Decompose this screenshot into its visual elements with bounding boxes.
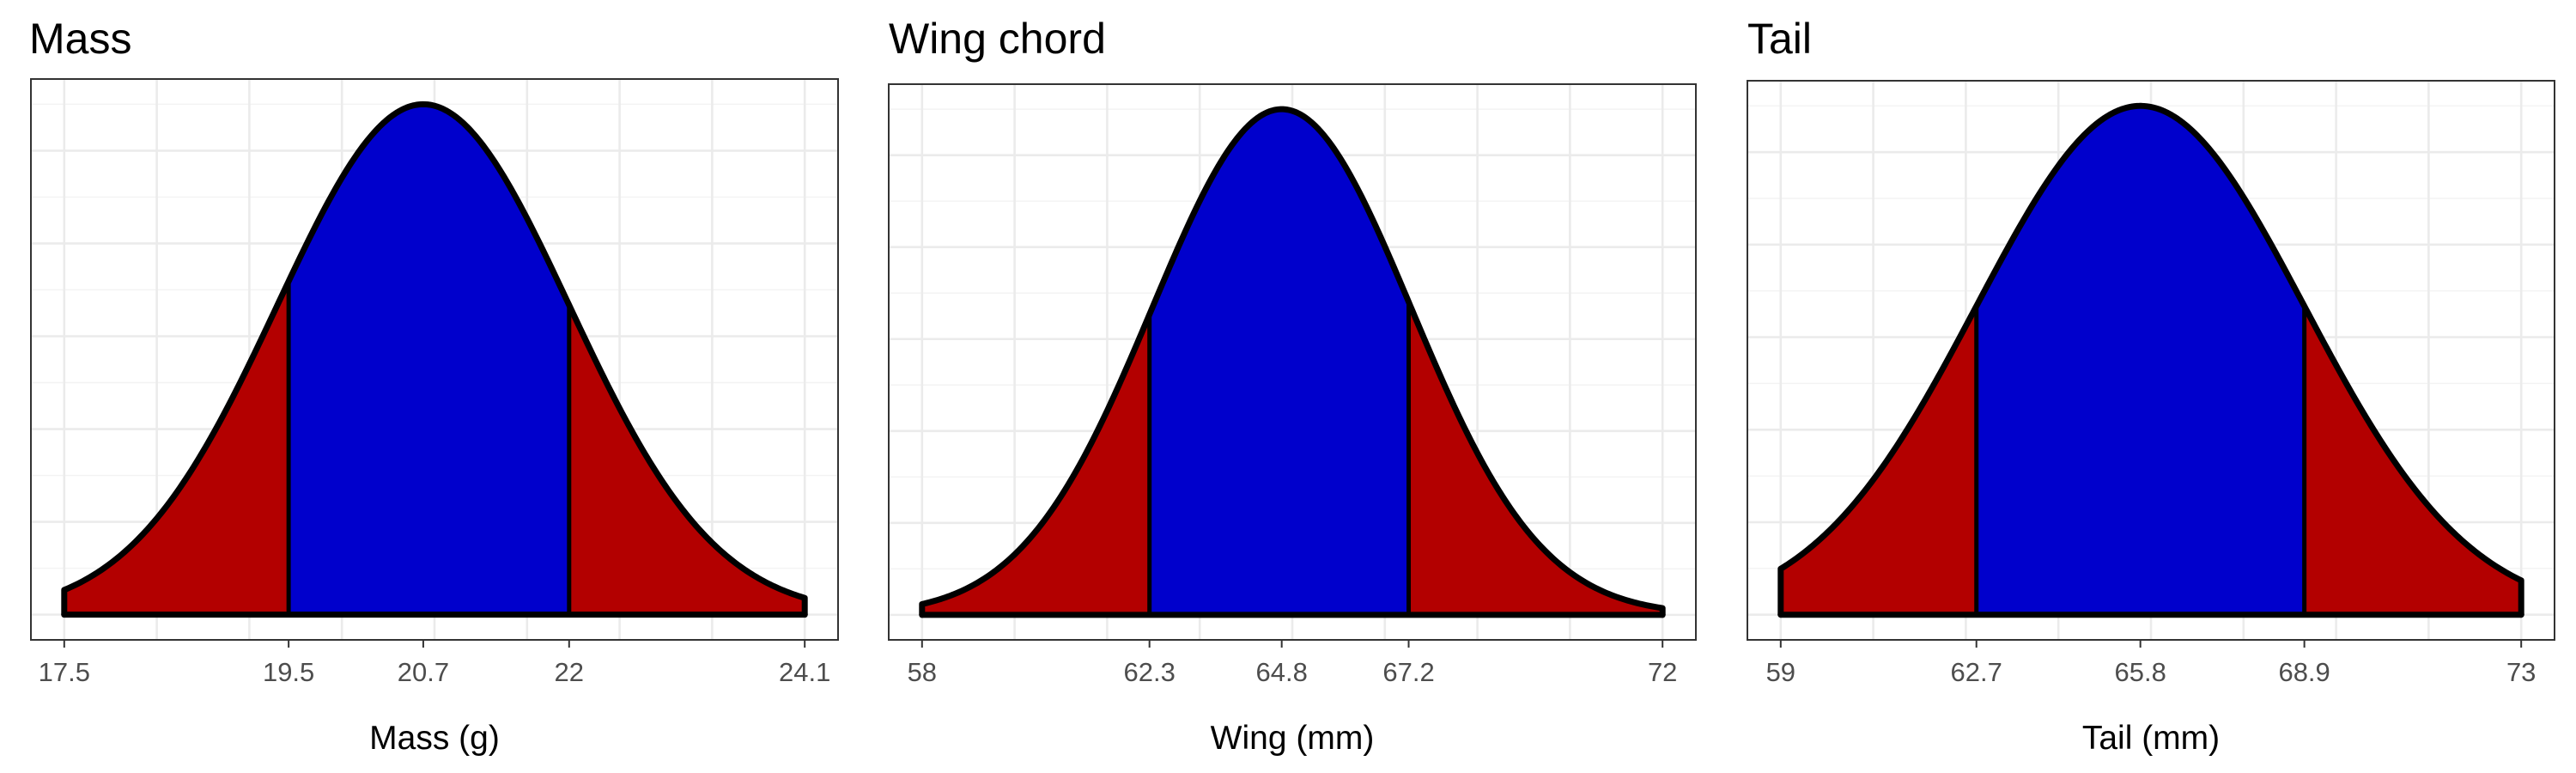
density-curve bbox=[919, 106, 1666, 618]
x-tick-label: 65.8 bbox=[2115, 657, 2166, 687]
region-center bbox=[1149, 109, 1409, 615]
region-lower-tail bbox=[1780, 306, 1977, 615]
x-tick-label: 64.8 bbox=[1256, 657, 1308, 687]
chart-title: Tail bbox=[1747, 15, 1812, 63]
region-upper-tail bbox=[568, 305, 805, 615]
x-axis-title: Wing (mm) bbox=[1211, 720, 1375, 757]
x-tick-label: 24.1 bbox=[779, 657, 830, 687]
region-center bbox=[1976, 106, 2305, 615]
x-tick-label: 73 bbox=[2506, 657, 2536, 687]
region-upper-tail bbox=[2304, 306, 2522, 615]
chart-title: Wing chord bbox=[889, 15, 1106, 63]
chart-panel-3: 59 62.7 65.8 68.9 73 Tail Tail (mm) bbox=[1747, 15, 2555, 757]
panel-border bbox=[1747, 80, 2555, 641]
x-tick-label: 19.5 bbox=[263, 657, 314, 687]
region-lower-tail bbox=[64, 281, 289, 615]
x-tick-label: 59 bbox=[1766, 657, 1795, 687]
x-tick-label: 72 bbox=[1648, 657, 1677, 687]
x-tick-label: 62.3 bbox=[1124, 657, 1176, 687]
x-axis-title: Mass (g) bbox=[369, 720, 500, 757]
panel-border bbox=[30, 78, 839, 641]
x-tick-label: 58 bbox=[908, 657, 937, 687]
x-tick-label: 68.9 bbox=[2278, 657, 2330, 687]
density-curve bbox=[61, 100, 808, 618]
region-lower-tail bbox=[921, 314, 1150, 615]
panel-border bbox=[888, 83, 1697, 641]
x-tick-label: 17.5 bbox=[39, 657, 90, 687]
region-center bbox=[289, 104, 569, 615]
x-axis-title: Tail (mm) bbox=[2082, 720, 2220, 757]
chart-panel-1: 17.5 19.5 20.7 22 24.1 Mass Mass (g) bbox=[29, 15, 839, 757]
chart-panel-2: 58 62.3 64.8 67.2 72 Wing chord Wing (mm) bbox=[888, 15, 1697, 757]
x-tick-label: 67.2 bbox=[1382, 657, 1434, 687]
density-curve bbox=[1777, 102, 2524, 618]
x-tick-label: 20.7 bbox=[398, 657, 449, 687]
x-tick-label: 22 bbox=[555, 657, 584, 687]
x-tick-label: 62.7 bbox=[1951, 657, 2002, 687]
chart-title: Mass bbox=[29, 15, 131, 63]
region-upper-tail bbox=[1408, 301, 1663, 615]
